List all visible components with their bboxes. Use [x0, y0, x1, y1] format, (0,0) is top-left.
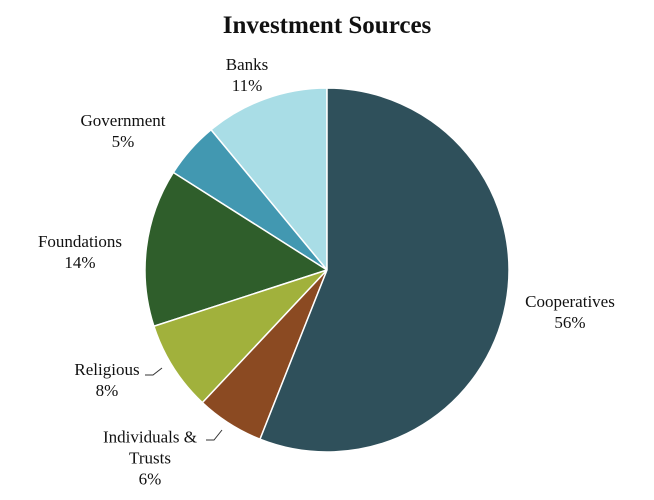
category-label: Government — [58, 110, 188, 131]
chart: Investment Sources Cooperatives56% Indivi… — [0, 0, 654, 500]
slice-label: Cooperatives56% — [500, 291, 640, 333]
value-label: 14% — [15, 252, 145, 273]
category-label: Foundations — [15, 231, 145, 252]
value-label: 56% — [500, 312, 640, 333]
slice-label: Government5% — [58, 110, 188, 152]
category-label: Individuals & Trusts — [90, 427, 210, 469]
category-label: Religious — [47, 359, 167, 380]
value-label: 11% — [197, 75, 297, 96]
value-label: 6% — [90, 469, 210, 490]
value-label: 5% — [58, 131, 188, 152]
category-label: Cooperatives — [500, 291, 640, 312]
value-label: 8% — [47, 380, 167, 401]
slice-label: Religious8% — [47, 359, 167, 401]
chart-title: Investment Sources — [0, 12, 654, 40]
slice-label: Foundations14% — [15, 231, 145, 273]
slice-label: Banks11% — [197, 54, 297, 96]
slice-label: Individuals & Trusts6% — [90, 427, 210, 490]
category-label: Banks — [197, 54, 297, 75]
